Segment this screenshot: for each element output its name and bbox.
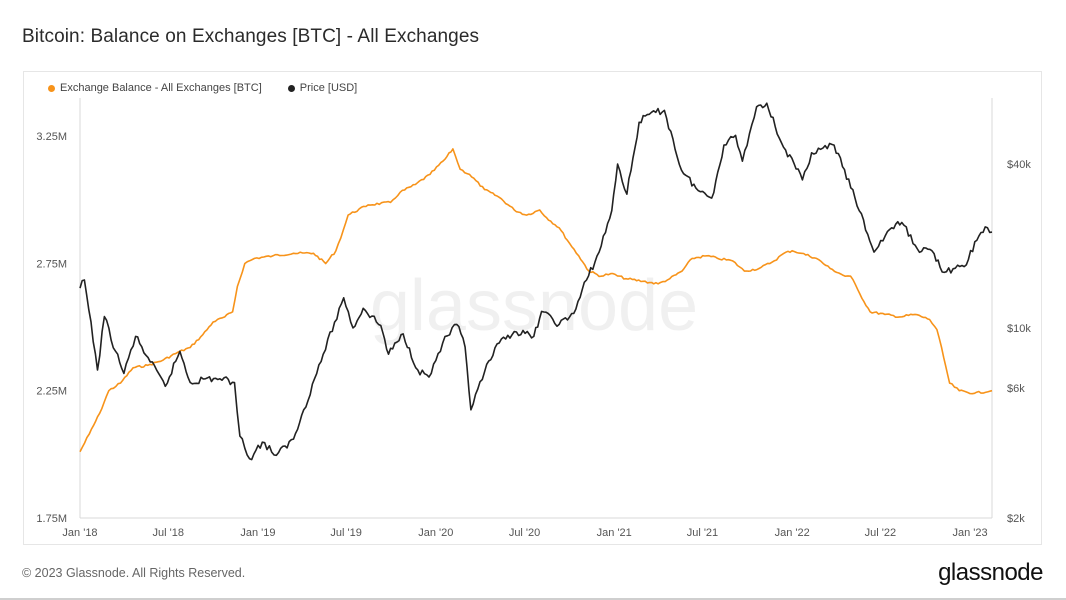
- chart-panel: glassnode Jan '18 Jul '18 Jan '19 Jul '19 Ja…: [23, 71, 1042, 545]
- x-tick-label: Jan '22: [775, 527, 810, 539]
- x-tick-label: Jul '20: [509, 527, 540, 539]
- x-tick-label: Jul '19: [330, 527, 361, 539]
- y-left-tick-label: 2.75M: [36, 258, 67, 270]
- x-tick-label: Jul '22: [865, 527, 896, 539]
- legend: Exchange Balance - All Exchanges [BTC] P…: [48, 82, 357, 94]
- grid-layer: [79, 98, 993, 519]
- legend-label-price: Price [USD]: [299, 82, 358, 94]
- y-left-tick-label: 2.25M: [36, 386, 67, 398]
- x-tick-label: Jan '20: [418, 527, 453, 539]
- bottom-divider: [0, 598, 1066, 600]
- glassnode-logo[interactable]: glassnode: [938, 559, 1043, 586]
- y-right-tick-label: $2k: [1007, 513, 1025, 525]
- legend-item-exchange-balance[interactable]: Exchange Balance - All Exchanges [BTC]: [48, 82, 262, 94]
- copyright-text: © 2023 Glassnode. All Rights Reserved.: [22, 566, 246, 580]
- x-tick-label: Jul '21: [687, 527, 718, 539]
- legend-dot-exchange-balance: [48, 84, 55, 92]
- series-layer: [79, 102, 993, 461]
- x-tick-label: Jul '18: [153, 527, 184, 539]
- legend-item-price[interactable]: Price [USD]: [287, 82, 358, 94]
- series-line-price: [79, 102, 993, 461]
- legend-dot-price: [287, 84, 295, 92]
- x-tick-label: Jan '23: [952, 527, 987, 539]
- x-tick-label: Jan '21: [597, 527, 632, 539]
- series-line-exchange-balance: [79, 148, 993, 453]
- chart-title: Bitcoin: Balance on Exchanges [BTC] - Al…: [22, 26, 480, 47]
- axis-layer: Jan '18 Jul '18 Jan '19 Jul '19 Jan '20 Jul '…: [36, 131, 1031, 539]
- x-tick-label: Jan '18: [62, 527, 97, 539]
- x-tick-label: Jan '19: [240, 527, 275, 539]
- legend-label-exchange-balance: Exchange Balance - All Exchanges [BTC]: [60, 82, 262, 94]
- y-right-tick-label: $10k: [1007, 323, 1031, 335]
- y-left-tick-label: 3.25M: [36, 131, 67, 143]
- y-right-tick-label: $40k: [1007, 159, 1031, 171]
- y-left-tick-label: 1.75M: [36, 513, 67, 525]
- y-right-tick-label: $6k: [1007, 383, 1025, 395]
- chart-svg: glassnode Jan '18 Jul '18 Jan '19 Jul '19 Ja…: [36, 98, 1031, 539]
